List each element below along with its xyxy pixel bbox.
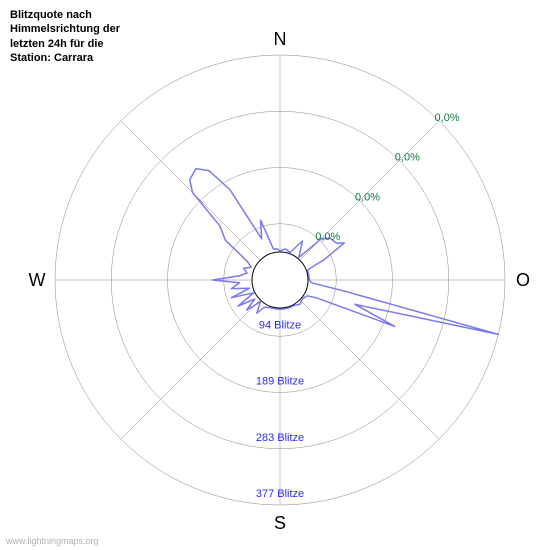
center-disc (252, 252, 308, 308)
cardinal-s: S (274, 513, 286, 533)
rose-outline (190, 169, 499, 335)
ring-label-count: 94 Blitze (259, 319, 301, 331)
polar-chart: N S O W 0,0% 0,0% 0,0% 0,0% 94 Blitze 189 Blitze 2… (0, 0, 550, 550)
ring-label-pct: 0,0% (355, 191, 380, 203)
ring-label-count: 377 Blitze (256, 488, 304, 500)
ring-label-pct: 0,0% (395, 152, 420, 164)
ring-label-count: 283 Blitze (256, 432, 304, 444)
footer-credit: www.lightningmaps.org (6, 536, 99, 546)
cardinal-n: N (274, 29, 287, 49)
grid-spoke (121, 121, 280, 280)
grid-spoke (280, 280, 439, 439)
ring-label-count: 189 Blitze (256, 376, 304, 388)
ring-label-pct: 0,0% (315, 231, 340, 243)
ring-label-pct: 0,0% (435, 112, 460, 124)
cardinal-e: O (516, 270, 530, 290)
cardinal-w: W (29, 270, 46, 290)
